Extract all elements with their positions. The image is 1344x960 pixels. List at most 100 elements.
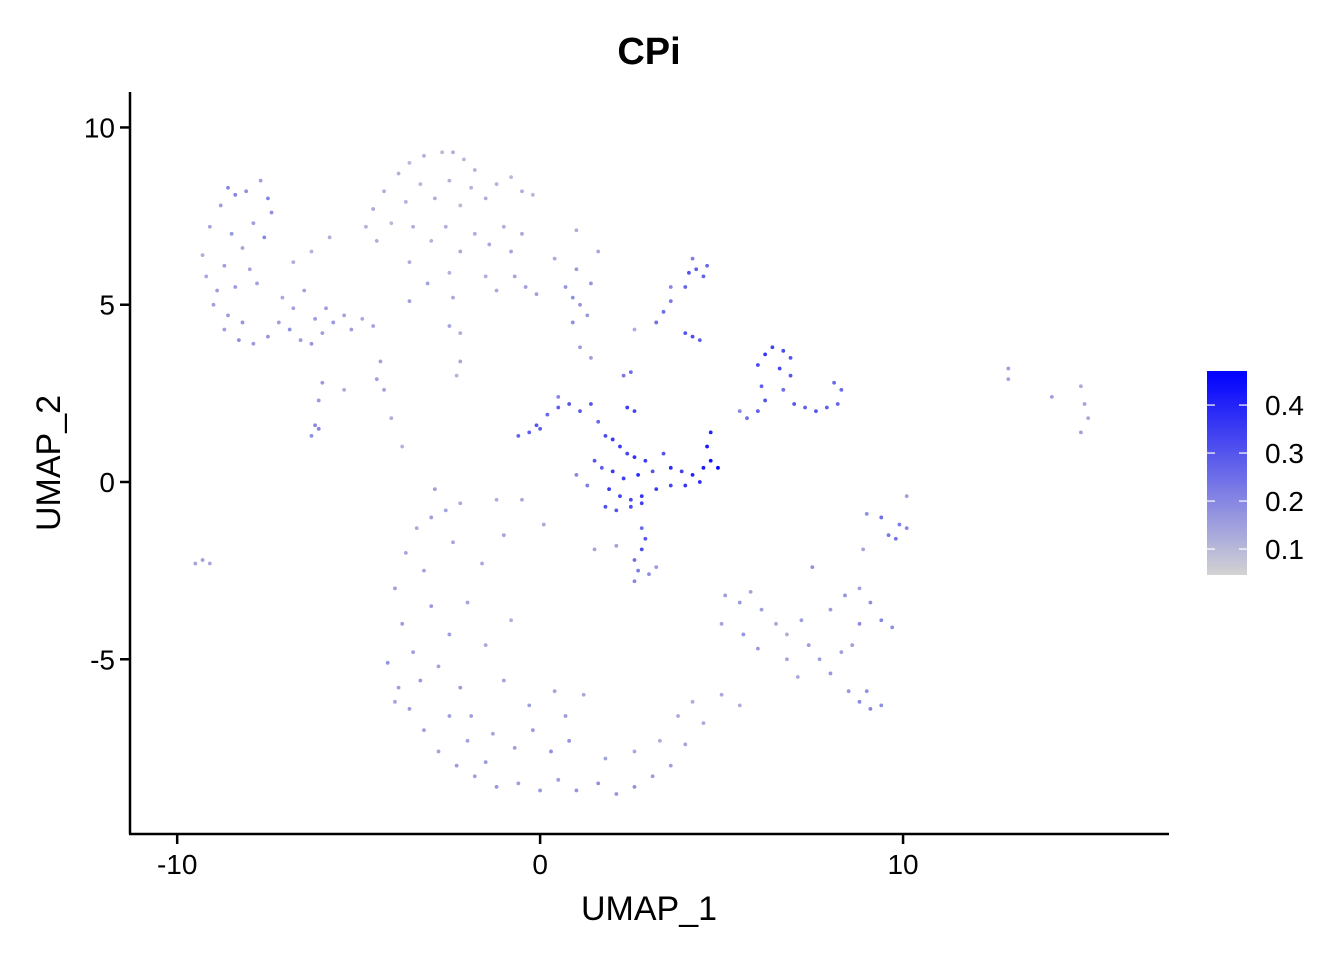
data-point	[705, 444, 709, 449]
data-point	[679, 469, 684, 474]
data-point	[817, 657, 822, 662]
data-point	[465, 738, 470, 743]
data-point	[443, 508, 448, 513]
data-point	[222, 263, 227, 268]
data-point	[255, 281, 259, 286]
data-point	[661, 451, 666, 456]
data-point	[701, 274, 706, 279]
data-point	[745, 416, 749, 421]
data-point	[1078, 430, 1083, 435]
data-point	[520, 189, 524, 194]
data-point	[364, 224, 368, 229]
data-point	[719, 621, 724, 626]
data-point	[422, 568, 426, 573]
data-point	[382, 387, 386, 392]
data-point	[857, 621, 862, 626]
data-point	[342, 313, 347, 318]
data-point	[262, 235, 267, 240]
data-point	[647, 572, 651, 577]
data-point	[432, 196, 437, 201]
data-point	[755, 409, 760, 413]
data-point	[483, 643, 488, 647]
data-point	[676, 714, 680, 718]
data-point	[737, 409, 742, 413]
data-point	[534, 292, 539, 296]
colorbar-tick-label: 0.4	[1265, 390, 1304, 421]
data-point	[233, 192, 238, 197]
points-layer	[193, 150, 1091, 796]
colorbar-ticks: 0.1 0.2 0.3 0.4	[1207, 390, 1304, 565]
data-point	[632, 579, 637, 584]
data-point	[403, 200, 408, 204]
data-point	[494, 785, 499, 789]
data-point	[792, 402, 797, 406]
data-point	[843, 593, 847, 598]
data-point	[890, 625, 895, 630]
data-point	[480, 561, 484, 566]
data-point	[545, 412, 550, 417]
data-point	[716, 465, 720, 470]
data-point	[207, 561, 212, 566]
data-point	[407, 707, 412, 711]
data-point	[770, 345, 775, 350]
data-point	[574, 788, 579, 793]
data-point	[589, 356, 593, 360]
data-point	[701, 465, 706, 470]
y-tick-label: -5	[90, 644, 115, 675]
data-point	[639, 494, 644, 499]
data-point	[193, 561, 198, 566]
data-point	[411, 650, 415, 655]
data-point	[309, 249, 314, 254]
data-point	[215, 288, 220, 293]
data-point	[632, 327, 637, 332]
data-point	[886, 533, 891, 538]
data-point	[1049, 395, 1054, 399]
data-point	[904, 494, 909, 499]
data-point	[465, 600, 470, 605]
data-point	[382, 189, 386, 194]
data-point	[229, 231, 234, 236]
data-point	[621, 373, 626, 378]
data-point	[396, 171, 401, 176]
data-point	[610, 469, 615, 474]
y-tick-label: 0	[99, 467, 115, 498]
data-point	[585, 313, 590, 318]
data-point	[839, 650, 844, 655]
data-point	[389, 221, 394, 226]
data-point	[447, 324, 452, 328]
data-point	[483, 274, 488, 279]
data-point	[879, 703, 884, 708]
data-point	[668, 483, 673, 488]
data-point	[861, 547, 866, 552]
data-point	[236, 338, 241, 343]
data-point	[422, 728, 426, 733]
data-point	[472, 231, 477, 236]
data-point	[516, 434, 521, 438]
data-point	[610, 437, 615, 442]
data-point	[371, 324, 376, 328]
data-point	[280, 295, 285, 300]
data-point	[850, 643, 855, 647]
data-point	[864, 512, 869, 516]
data-point	[690, 334, 695, 339]
data-point	[520, 497, 524, 502]
data-point	[320, 380, 325, 385]
data-point	[857, 699, 862, 704]
data-point	[835, 402, 840, 406]
data-point	[589, 402, 593, 406]
data-point	[483, 196, 488, 201]
data-point	[247, 267, 252, 272]
data-point	[472, 774, 477, 779]
data-point	[527, 430, 532, 435]
data-point	[628, 504, 633, 509]
data-point	[578, 409, 582, 413]
data-point	[534, 423, 539, 428]
data-point	[578, 302, 582, 307]
data-point	[494, 182, 499, 187]
data-point	[374, 377, 379, 382]
data-point	[451, 295, 455, 300]
data-point	[578, 345, 582, 350]
data-point	[777, 366, 782, 371]
data-point	[668, 285, 673, 289]
